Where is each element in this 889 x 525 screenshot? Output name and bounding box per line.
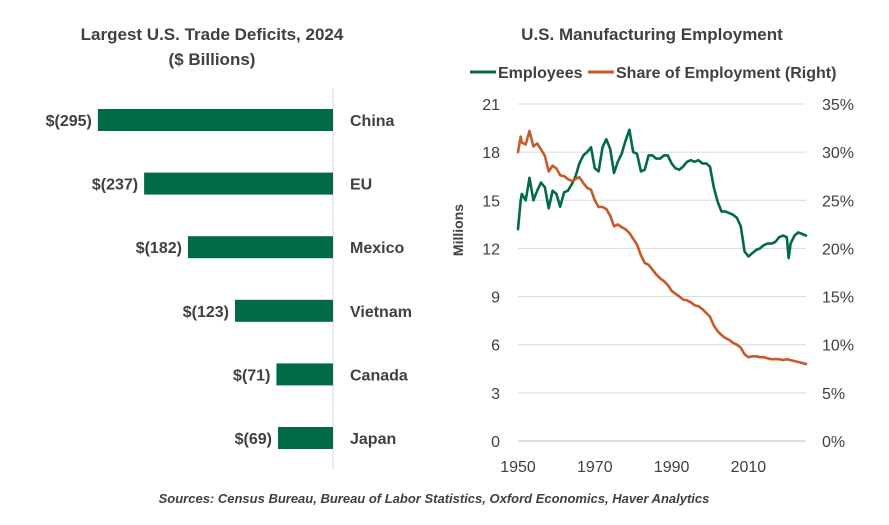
line-chart-title: U.S. Manufacturing Employment bbox=[521, 25, 783, 44]
trade-deficit-chart: Largest U.S. Trade Deficits, 2024 ($ Bil… bbox=[46, 25, 412, 470]
bar-category-label: Mexico bbox=[350, 240, 404, 257]
source-note: Sources: Census Bureau, Bureau of Labor … bbox=[159, 491, 710, 506]
chart-legend: Employees Share of Employment (Right) bbox=[470, 65, 836, 82]
bar-category-label: Canada bbox=[350, 367, 408, 384]
x-tick-label: 1990 bbox=[654, 459, 690, 476]
share-of-employment-line bbox=[516, 129, 808, 366]
manufacturing-employment-chart: U.S. Manufacturing Employment Employees … bbox=[450, 25, 854, 476]
bar-chart-subtitle: ($ Billions) bbox=[169, 50, 256, 69]
y2-tick-label: 0% bbox=[822, 434, 845, 451]
y2-tick-label: 25% bbox=[822, 193, 854, 210]
bar-canada bbox=[276, 363, 333, 386]
bar-china bbox=[97, 109, 333, 131]
bar-category-label: Vietnam bbox=[350, 304, 412, 321]
y-tick-label: 9 bbox=[491, 290, 500, 307]
bar-value-label: $(295) bbox=[46, 113, 92, 130]
bar-category-label: China bbox=[350, 113, 395, 130]
bar-chart-title: Largest U.S. Trade Deficits, 2024 bbox=[81, 25, 344, 44]
x-tick-label: 1970 bbox=[577, 459, 613, 476]
y-tick-label: 15 bbox=[482, 193, 500, 210]
y2-tick-label: 15% bbox=[822, 290, 854, 307]
bar-category-label: EU bbox=[350, 177, 372, 194]
bar-value-label: $(69) bbox=[235, 431, 272, 448]
bar-value-label: $(71) bbox=[233, 367, 270, 384]
bar-value-label: $(182) bbox=[136, 240, 182, 257]
bar-value-label: $(237) bbox=[92, 177, 138, 194]
y-tick-label: 21 bbox=[482, 97, 500, 114]
bar-mexico bbox=[187, 236, 333, 259]
x-tick-label: 2010 bbox=[731, 459, 767, 476]
y2-tick-label: 30% bbox=[822, 145, 854, 162]
legend-label-employees: Employees bbox=[498, 65, 583, 82]
y-tick-label: 0 bbox=[491, 434, 500, 451]
y2-tick-label: 20% bbox=[822, 241, 854, 258]
y-axis-label: Millions bbox=[450, 204, 466, 256]
y-tick-label: 6 bbox=[491, 338, 500, 355]
bar-japan bbox=[278, 427, 333, 449]
bar-vietnam bbox=[234, 299, 333, 322]
y-tick-label: 18 bbox=[482, 145, 500, 162]
bar-value-label: $(123) bbox=[183, 304, 229, 321]
bar-category-label: Japan bbox=[350, 431, 396, 448]
y2-tick-label: 35% bbox=[822, 97, 854, 114]
y2-tick-label: 5% bbox=[822, 386, 845, 403]
x-tick-label: 1950 bbox=[500, 459, 536, 476]
legend-label-share: Share of Employment (Right) bbox=[616, 65, 836, 82]
employees-line bbox=[516, 128, 808, 260]
y2-tick-label: 10% bbox=[822, 338, 854, 355]
y-tick-label: 3 bbox=[491, 386, 500, 403]
bar-eu bbox=[144, 172, 333, 195]
y-tick-label: 12 bbox=[482, 241, 500, 258]
